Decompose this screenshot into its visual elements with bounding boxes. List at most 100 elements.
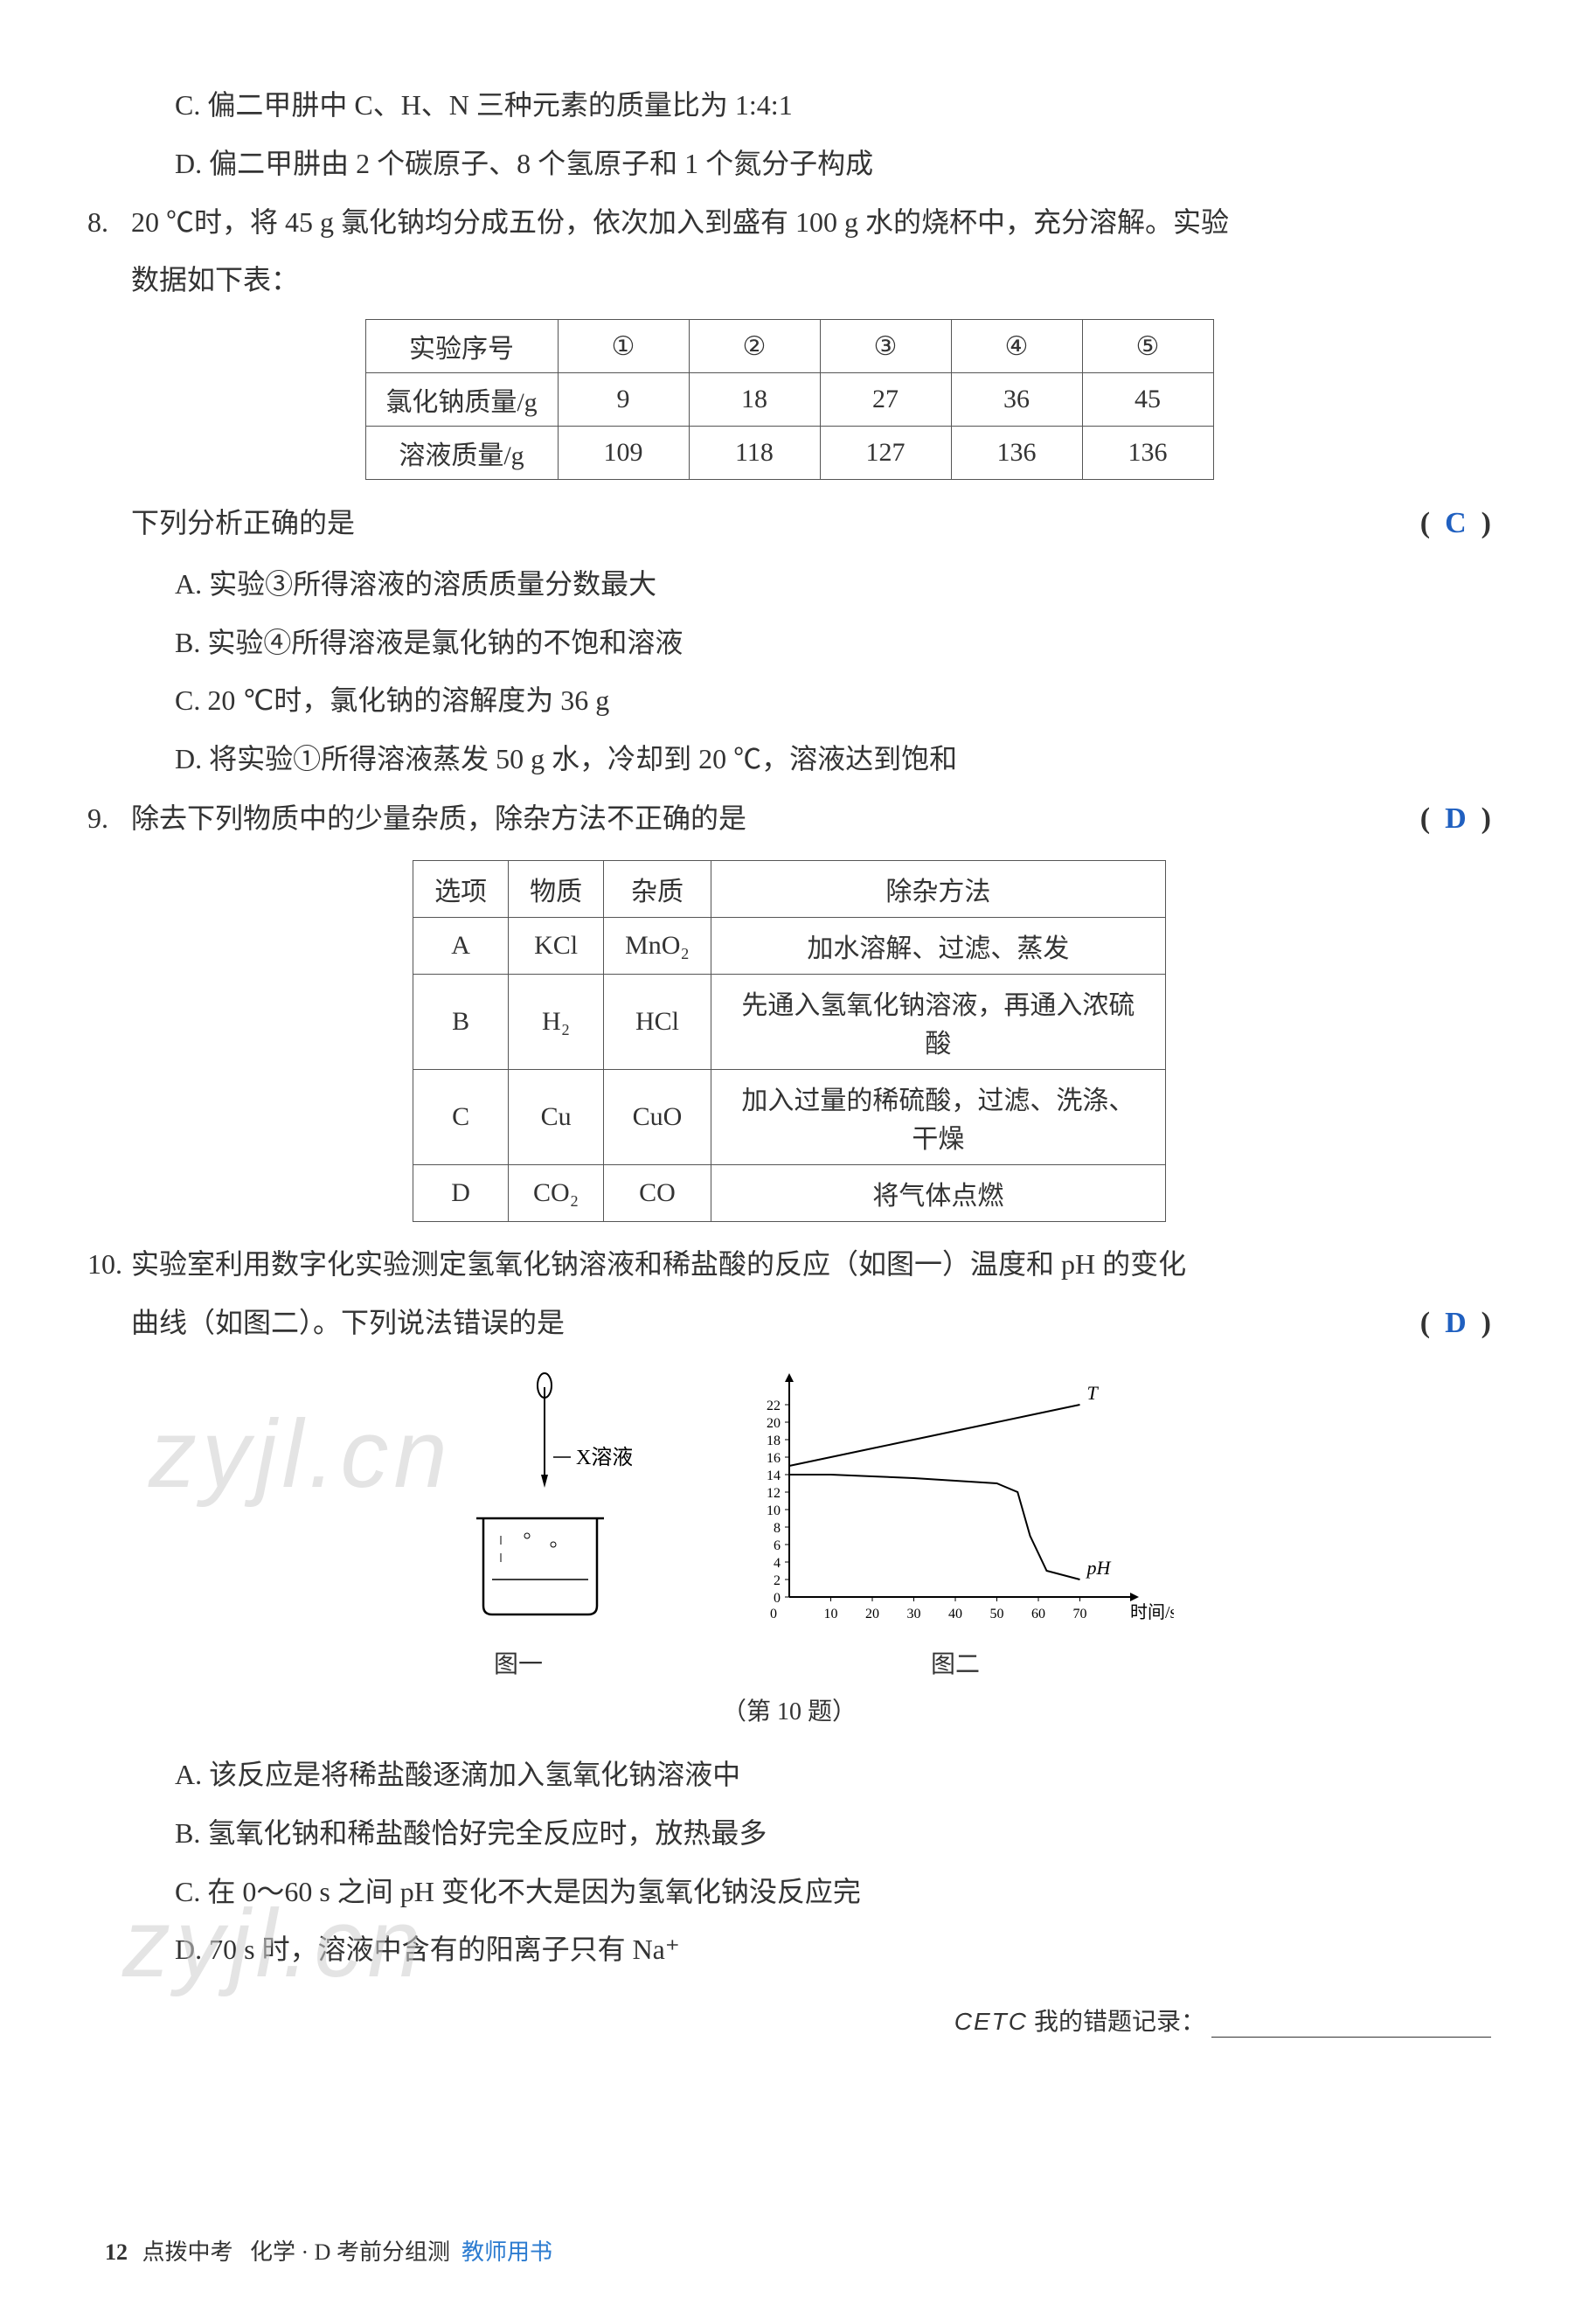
q10-answer: ( D ) — [1420, 1295, 1491, 1352]
q8-stem-row1: 8. 20 ℃时，将 45 g 氯化钠均分成五份，依次加入到盛有 100 g 水… — [87, 196, 1491, 249]
svg-text:14: 14 — [767, 1468, 781, 1483]
svg-text:10: 10 — [824, 1607, 838, 1621]
svg-text:22: 22 — [767, 1399, 781, 1413]
svg-text:16: 16 — [767, 1451, 781, 1466]
q10-option-d: D. 70 s 时，溶液中含有的阳离子只有 Na⁺ — [87, 1923, 1491, 1976]
q8-r1c0: 氯化钠质量/g — [365, 373, 558, 427]
q10-figure-1: X溶液 图一 — [405, 1370, 632, 1680]
page-footer: 12 点拨中考 化学 · D 考前分组测 教师用书 — [105, 2234, 552, 2267]
svg-text:pH: pH — [1086, 1557, 1112, 1579]
q9-ra-0: A — [413, 917, 509, 974]
q10-number: 10. — [87, 1238, 131, 1291]
q8-r1c4: 36 — [951, 373, 1082, 427]
beaker-dropper-icon: X溶液 — [405, 1370, 632, 1632]
svg-text:4: 4 — [774, 1556, 781, 1571]
q8-r2c0: 溶液质量/g — [365, 427, 558, 480]
cetc-label: CETC — [954, 2008, 1028, 2035]
q7-option-d: D. 偏二甲肼由 2 个碳原子、8 个氢原子和 1 个氮分子构成 — [87, 137, 1491, 191]
q9-ra-3: 加水溶解、过滤、蒸发 — [711, 917, 1165, 974]
q9-th-1: 物质 — [509, 860, 604, 917]
q10-figure-2: 0 2 4 6 8 10 12 14 16 18 20 22 10 20 30 40 50 60 70 0 时间/s Tp… — [737, 1370, 1174, 1680]
fig2-caption: 图二 — [737, 1645, 1174, 1680]
table-row: 实验序号 ① ② ③ ④ ⑤ — [365, 320, 1213, 373]
svg-text:8: 8 — [774, 1521, 781, 1536]
q9-rc-1: Cu — [509, 1069, 604, 1164]
q8-th-0: 实验序号 — [365, 320, 558, 373]
q9-answer-letter: D — [1445, 802, 1467, 835]
q8-answer: ( C ) — [1420, 496, 1491, 552]
q9-rc-3: 加入过量的稀硫酸，过滤、洗涤、干燥 — [711, 1069, 1165, 1164]
q10-option-b: B. 氢氧化钠和稀盐酸恰好完全反应时，放热最多 — [87, 1807, 1491, 1860]
svg-text:10: 10 — [767, 1503, 781, 1518]
table-row: 溶液质量/g 109 118 127 136 136 — [365, 427, 1213, 480]
cetc-text: 我的错题记录： — [1034, 2009, 1205, 2036]
footer-subject: 化学 · D 考前分组测 — [250, 2239, 450, 2265]
q9-rc-2: CuO — [604, 1069, 711, 1164]
q8-r2c5: 136 — [1082, 427, 1213, 480]
table-row: A KCl MnO₂ 加水溶解、过滤、蒸发 — [413, 917, 1166, 974]
q8-th-4: ④ — [951, 320, 1082, 373]
q8-option-d: D. 将实验①所得溶液蒸发 50 g 水，冷却到 20 ℃，溶液达到饱和 — [87, 732, 1491, 786]
q9-rd-1: CO₂ — [509, 1164, 604, 1221]
q8-option-c: C. 20 ℃时，氯化钠的溶解度为 36 g — [87, 674, 1491, 727]
svg-text:12: 12 — [767, 1486, 781, 1501]
q9-ra-2: MnO₂ — [604, 917, 711, 974]
footer-series: 点拨中考 — [142, 2239, 233, 2265]
q10-option-a: A. 该反应是将稀盐酸逐滴加入氢氧化钠溶液中 — [87, 1748, 1491, 1802]
q8-th-3: ③ — [820, 320, 951, 373]
q10-stem-row2: 曲线（如图二）。下列说法错误的是 ( D ) — [87, 1295, 1491, 1352]
q9-rb-2: HCl — [604, 974, 711, 1069]
svg-text:6: 6 — [774, 1538, 781, 1553]
q8-r2c2: 118 — [689, 427, 820, 480]
svg-text:18: 18 — [767, 1434, 781, 1448]
svg-text:T: T — [1087, 1382, 1100, 1404]
cetc-row: CETC 我的错题记录： — [87, 2003, 1491, 2038]
svg-text:0: 0 — [770, 1607, 777, 1621]
q9-rc-0: C — [413, 1069, 509, 1164]
table-row: D CO₂ CO 将气体点燃 — [413, 1164, 1166, 1221]
q8-r2c4: 136 — [951, 427, 1082, 480]
q10-stem-row1: 10. 实验室利用数字化实验测定氢氧化钠溶液和稀盐酸的反应（如图一）温度和 pH… — [87, 1238, 1491, 1291]
q8-stem-b: 数据如下表： — [87, 253, 1491, 307]
q8-prompt: 下列分析正确的是 — [131, 496, 355, 550]
svg-text:20: 20 — [767, 1416, 781, 1431]
table-row: 选项 物质 杂质 除杂方法 — [413, 860, 1166, 917]
q10-answer-letter: D — [1445, 1307, 1467, 1339]
q10-option-c: C. 在 0～60 s 之间 pH 变化不大是因为氢氧化钠没反应完 — [87, 1865, 1491, 1919]
q9-rb-0: B — [413, 974, 509, 1069]
q8-r1c1: 9 — [558, 373, 689, 427]
q7-option-c: C. 偏二甲肼中 C、H、N 三种元素的质量比为 1:4:1 — [87, 79, 1491, 132]
footer-role: 教师用书 — [461, 2239, 552, 2265]
svg-text:40: 40 — [948, 1607, 962, 1621]
q8-r2c3: 127 — [820, 427, 951, 480]
svg-text:时间/s: 时间/s — [1130, 1602, 1174, 1622]
q9-ra-1: KCl — [509, 917, 604, 974]
svg-text:30: 30 — [907, 1607, 921, 1621]
q9-answer: ( D ) — [1420, 791, 1491, 848]
svg-text:50: 50 — [990, 1607, 1004, 1621]
svg-text:60: 60 — [1031, 1607, 1045, 1621]
fig1-caption: 图一 — [405, 1645, 632, 1680]
q8-th-2: ② — [689, 320, 820, 373]
svg-text:0: 0 — [774, 1591, 781, 1606]
q9-th-3: 除杂方法 — [711, 860, 1165, 917]
table-row: C Cu CuO 加入过量的稀硫酸，过滤、洗涤、干燥 — [413, 1069, 1166, 1164]
q8-r1c2: 18 — [689, 373, 820, 427]
q8-option-a: A. 实验③所得溶液的溶质质量分数最大 — [87, 558, 1491, 611]
q9-rd-3: 将气体点燃 — [711, 1164, 1165, 1221]
q10-figures: X溶液 图一 0 2 4 6 8 10 12 14 16 18 20 22 10 20 30 40 50 60 70… — [87, 1370, 1491, 1680]
svg-text:20: 20 — [865, 1607, 879, 1621]
q8-option-b: B. 实验④所得溶液是氯化钠的不饱和溶液 — [87, 616, 1491, 670]
q8-table: 实验序号 ① ② ③ ④ ⑤ 氯化钠质量/g 9 18 27 36 45 溶液质… — [365, 319, 1214, 480]
cetc-blank-line[interactable] — [1211, 2037, 1491, 2038]
table-row: B H₂ HCl 先通入氢氧化钠溶液，再通入浓硫酸 — [413, 974, 1166, 1069]
q9-stem-row: 9. 除去下列物质中的少量杂质，除杂方法不正确的是 ( D ) — [87, 791, 1491, 848]
svg-text:70: 70 — [1073, 1607, 1087, 1621]
q9-table: 选项 物质 杂质 除杂方法 A KCl MnO₂ 加水溶解、过滤、蒸发 B H₂… — [413, 860, 1166, 1222]
q9-rb-1: H₂ — [509, 974, 604, 1069]
q10-caption: （第 10 题） — [87, 1692, 1491, 1727]
q9-th-0: 选项 — [413, 860, 509, 917]
svg-text:2: 2 — [774, 1573, 781, 1588]
footer-page: 12 — [105, 2239, 128, 2265]
q8-number: 8. — [87, 196, 131, 249]
